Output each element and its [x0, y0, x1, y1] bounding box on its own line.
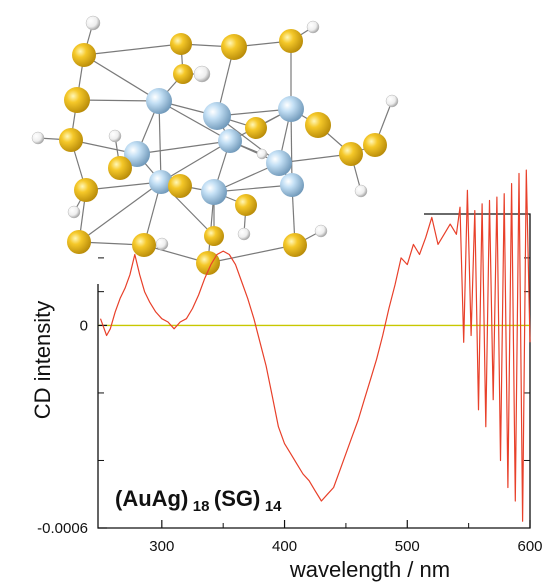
bond [213, 184, 293, 193]
hydrogen-atom [256, 148, 268, 160]
formula-part-1: (AuAg) [115, 486, 188, 511]
sulfur-atom [196, 251, 220, 275]
x-axis-tick-labels: 300 400 500 600 [149, 538, 542, 555]
sulfur-atom [305, 112, 331, 138]
silver-atom [266, 150, 292, 176]
y-axis-title: CD intensity [30, 301, 55, 420]
sulfur-atom [74, 178, 98, 202]
sulfur-atom [235, 194, 257, 216]
cd-series-line-1 [99, 169, 531, 522]
series-group [99, 169, 531, 522]
bond [85, 181, 162, 191]
hydrogen-atom [354, 184, 368, 198]
silver-atom [146, 88, 172, 114]
cluster-structure-model [31, 15, 399, 275]
hydrogen-atom [85, 15, 101, 31]
bond [158, 100, 162, 183]
x-tick-label: 500 [395, 538, 420, 555]
cd-plot: 300 400 500 600 0 -0.0006 wavelength / nm CD… [30, 169, 543, 582]
silver-atom [124, 141, 150, 167]
bond [158, 100, 231, 142]
bond [160, 140, 231, 183]
sulfur-atom [279, 29, 303, 53]
compound-formula: (AuAg) 18 (SG) 14 [115, 486, 282, 515]
hydrogen-atom [237, 227, 251, 241]
silver-atom [278, 96, 304, 122]
silver-atom [201, 179, 227, 205]
formula-subscript-2: 14 [265, 498, 282, 515]
hydrogen-atom [314, 224, 328, 238]
x-axis-ticks [161, 520, 531, 528]
hydrogen-atom [193, 65, 211, 83]
sulfur-atom [170, 33, 192, 55]
silver-atom [280, 173, 304, 197]
y-tick-label: -0.0006 [37, 520, 88, 537]
hydrogen-atom [108, 129, 122, 143]
bond [83, 54, 160, 102]
sulfur-atom [72, 43, 96, 67]
bond [83, 43, 182, 56]
hydrogen-atom [31, 131, 45, 145]
x-axis-title: wavelength / nm [289, 557, 450, 582]
y-axis-tick-labels: 0 -0.0006 [37, 317, 88, 537]
sulfur-atom [221, 34, 247, 60]
silver-atom [203, 102, 231, 130]
sulfur-atom [59, 128, 83, 152]
hydrogen-atom [155, 237, 169, 251]
silver-atom [218, 129, 242, 153]
sulfur-atom [132, 233, 156, 257]
hydrogen-atom [306, 20, 320, 34]
hydrogen-atom [67, 205, 81, 219]
sulfur-atom [204, 226, 224, 246]
x-tick-label: 600 [517, 538, 542, 555]
sulfur-atom [245, 117, 267, 139]
sulfur-atom [64, 87, 90, 113]
sulfur-atom [67, 230, 91, 254]
x-tick-label: 300 [149, 538, 174, 555]
bond [207, 244, 296, 264]
sulfur-atom [363, 133, 387, 157]
formula-part-2: (SG) [214, 486, 260, 511]
sulfur-atom [108, 156, 132, 180]
bond [76, 99, 160, 102]
bond [78, 181, 162, 243]
hydrogen-atom [385, 94, 399, 108]
sulfur-atom [173, 64, 193, 84]
x-tick-label: 400 [272, 538, 297, 555]
silver-atom [149, 170, 173, 194]
sulfur-atom [168, 174, 192, 198]
bond [136, 140, 231, 155]
sulfur-atom [283, 233, 307, 257]
sulfur-atom [339, 142, 363, 166]
formula-subscript-1: 18 [193, 498, 210, 515]
y-tick-label: 0 [80, 317, 88, 334]
